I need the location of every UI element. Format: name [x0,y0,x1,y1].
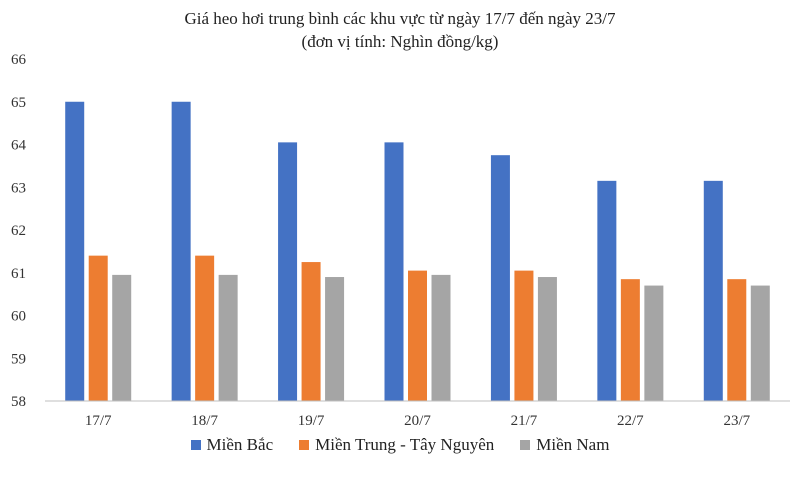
x-tick-label: 18/7 [191,413,218,429]
bar-18-7-series-0 [171,101,191,401]
legend-label: Miền Nam [536,435,610,454]
y-tick-label: 58 [11,394,26,410]
bar-18-7-series-2 [218,274,238,401]
x-tick-label: 17/7 [85,413,112,429]
bar-22-7-series-0 [597,180,617,401]
x-tick-label: 19/7 [298,413,325,429]
bar-21-7-series-2 [537,277,557,401]
bar-20-7-series-1 [408,270,427,401]
bar-23-7-series-0 [703,180,723,401]
legend-swatch [520,440,531,450]
bar-19-7-series-1 [301,262,321,401]
chart-title: Giá heo hơi trung bình các khu vực từ ng… [184,9,616,28]
y-tick-label: 62 [11,223,26,239]
x-tick-label: 20/7 [404,413,431,429]
bar-19-7-series-2 [325,277,345,401]
bar-17-7-series-1 [88,255,108,401]
x-tick-label: 21/7 [511,413,538,429]
legend-item-mien-bac: Miền Bắc [190,435,274,455]
legend-label: Miền Bắc [206,435,274,454]
bar-22-7-series-1 [620,279,640,401]
bar-17-7-series-2 [112,274,132,401]
y-tick-label: 61 [11,266,26,282]
bar-23-7-series-1 [727,279,747,401]
y-tick-label: 63 [11,180,26,196]
x-tick-label: 22/7 [617,413,644,429]
y-tick-label: 64 [11,138,27,154]
x-tick-label: 23/7 [723,413,750,429]
legend-swatch [190,440,201,450]
legend: Miền Bắc Miền Trung - Tây Nguyên Miền Na… [0,435,800,455]
legend-swatch [299,440,310,450]
legend-label: Miền Trung - Tây Nguyên [315,435,495,454]
bar-20-7-series-2 [431,274,451,401]
legend-item-mien-trung-tay-nguyen: Miền Trung - Tây Nguyên [299,435,494,455]
y-tick-label: 65 [11,95,26,111]
legend-item-mien-nam: Miền Nam [520,435,609,455]
bar-21-7-series-0 [490,155,510,401]
bar-18-7-series-1 [195,255,215,401]
bar-17-7-series-0 [65,101,85,401]
bar-19-7-series-0 [278,142,298,402]
bar-23-7-series-2 [750,285,770,401]
y-tick-label: 59 [11,351,26,367]
bar-20-7-series-0 [384,142,404,402]
bar-22-7-series-2 [644,285,664,401]
y-tick-label: 66 [11,52,27,68]
y-tick-label: 60 [11,309,26,325]
bar-21-7-series-1 [514,270,534,401]
chart-subtitle: (đơn vị tính: Nghìn đồng/kg) [301,32,499,51]
